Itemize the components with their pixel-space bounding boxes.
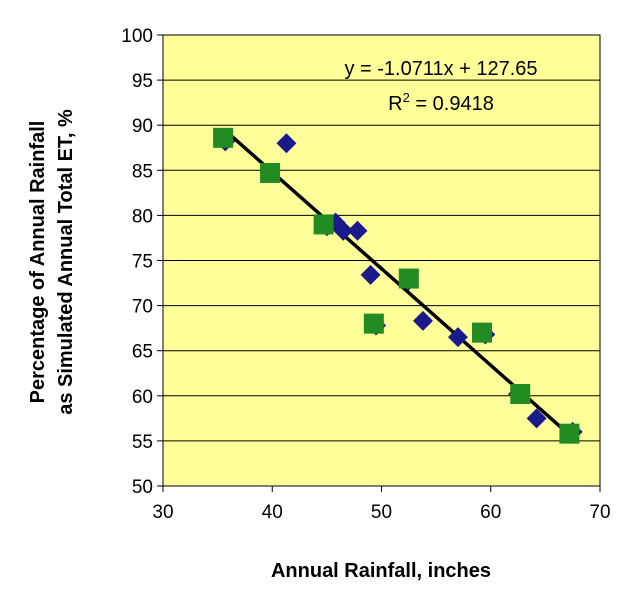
x-tick-label: 50 [371, 502, 392, 523]
y-tick-label: 60 [132, 387, 153, 408]
data-point-square [510, 383, 531, 404]
y-tick-label: 75 [132, 252, 153, 273]
y-tick-label: 80 [132, 206, 153, 227]
data-point-diamond [526, 408, 547, 429]
data-point-square [363, 313, 384, 334]
data-points [213, 127, 583, 444]
x-tick-label: 30 [152, 502, 173, 523]
y-tick-label: 95 [132, 71, 153, 92]
data-point-square [472, 322, 493, 343]
data-point-diamond [413, 310, 434, 331]
y-tick-label: 90 [132, 116, 153, 137]
data-point-square [398, 268, 419, 289]
y-tick-label: 85 [132, 161, 153, 182]
y-tick-label: 55 [132, 432, 153, 453]
x-tick-label: 70 [589, 502, 610, 523]
data-point-diamond [360, 264, 381, 285]
gridlines [163, 79, 600, 442]
data-point-diamond [447, 327, 468, 348]
data-point-diamond [333, 220, 354, 241]
data-point-square [313, 214, 334, 235]
x-tick-label: 40 [262, 502, 283, 523]
y-tick-label: 100 [121, 26, 153, 47]
data-point-diamond [276, 133, 297, 154]
x-axis-title: Annual Rainfall, inches [271, 560, 491, 582]
data-point-square [260, 163, 281, 184]
y-axis-ticks: 50 55 60 65 70 75 80 85 90 95 100 [121, 26, 163, 498]
data-point-square [559, 423, 580, 444]
equation-label: y = -1.0711x + 127.65 [344, 58, 537, 80]
y-tick-label: 70 [132, 297, 153, 318]
r-squared-label: R2 = 0.9418 [388, 90, 494, 115]
y-axis-title-line2: as Simulated Annual Total ET, % [55, 109, 77, 415]
y-tick-label: 65 [132, 342, 153, 363]
y-tick-label: 50 [132, 477, 153, 498]
data-point-square [213, 127, 234, 148]
x-tick-label: 60 [480, 502, 501, 523]
y-axis-title-line1: Percentage of Annual Rainfall [27, 121, 49, 404]
data-point-diamond [347, 220, 368, 241]
x-axis-ticks: 30 40 50 60 70 [152, 486, 611, 523]
